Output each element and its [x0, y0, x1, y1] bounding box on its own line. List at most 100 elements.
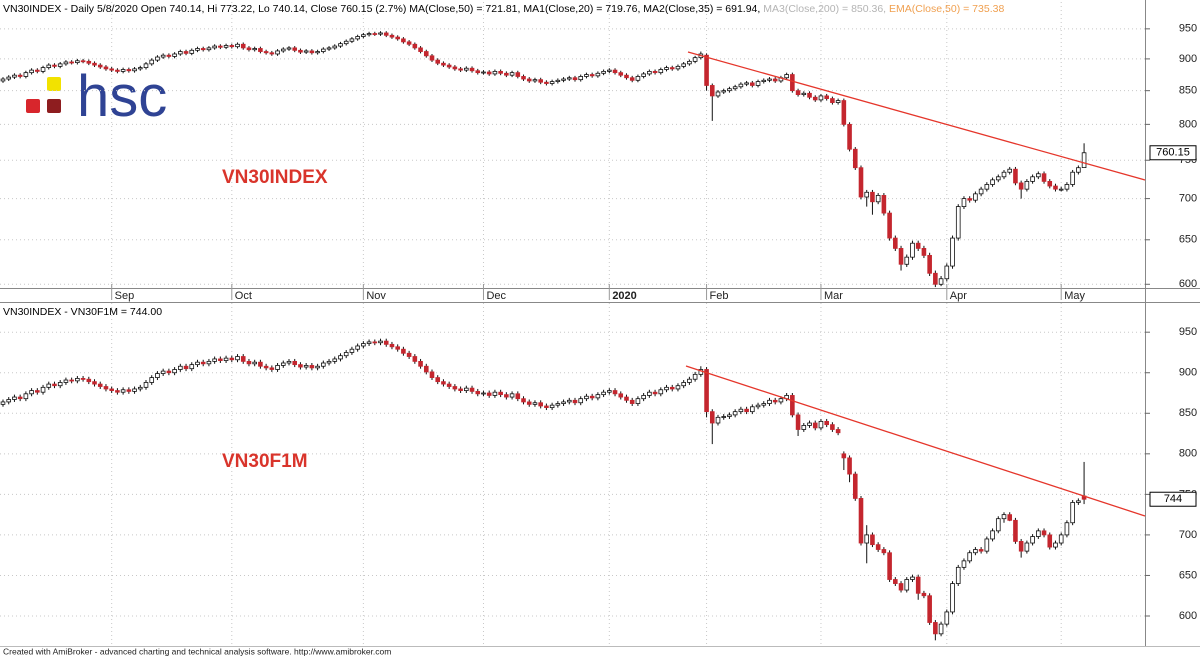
candle-body	[1070, 502, 1075, 524]
candle-body	[555, 79, 561, 82]
candle-body	[258, 48, 263, 52]
candle-body	[435, 377, 441, 383]
candle-body	[23, 393, 29, 400]
candle-body	[0, 78, 6, 82]
candle-body	[252, 48, 257, 51]
candle-body	[578, 398, 584, 404]
candle-body	[1001, 514, 1007, 520]
candle-body	[692, 57, 698, 62]
candle-body	[406, 352, 412, 357]
candle-body	[263, 51, 269, 54]
candle-body	[795, 90, 801, 96]
candle-body	[23, 72, 29, 77]
candle-body	[778, 398, 784, 403]
candle-body	[898, 583, 904, 591]
candle-body	[92, 381, 97, 385]
candle-body	[566, 77, 572, 80]
candle-body	[343, 40, 349, 45]
candle-body	[961, 198, 967, 207]
candle-body	[801, 425, 807, 430]
y-tick-label: 850	[1179, 407, 1197, 419]
y-tick-label: 650	[1179, 234, 1197, 246]
candle-body	[160, 54, 166, 58]
candle-body	[618, 72, 624, 76]
candle-body	[389, 343, 395, 348]
candle-body	[967, 198, 972, 201]
candle-body	[641, 395, 646, 400]
candle-body	[155, 56, 160, 61]
candle-body	[126, 389, 132, 392]
candle-body	[715, 416, 721, 424]
candle-body	[332, 358, 338, 362]
candle-body	[423, 365, 429, 373]
candle-body	[280, 48, 286, 52]
candle-body	[429, 55, 435, 61]
candle-body	[143, 63, 149, 69]
candle-body	[17, 396, 23, 400]
candle-body	[246, 47, 252, 51]
candle-body	[418, 47, 423, 52]
candle-body	[1047, 180, 1053, 187]
candle-body	[240, 43, 246, 49]
candle-body	[915, 242, 921, 249]
candle-body	[103, 386, 109, 390]
trendline	[685, 365, 1146, 517]
candle-body	[292, 360, 298, 366]
candle-body	[486, 392, 492, 396]
candle-body	[115, 69, 120, 72]
x-tick-label: Mar	[824, 290, 843, 302]
candle-body	[870, 191, 875, 203]
candle-body	[772, 78, 778, 82]
candle-body	[200, 361, 206, 365]
candle-body	[298, 364, 303, 368]
candle-body	[515, 393, 521, 400]
candle-body	[944, 265, 950, 280]
candle-body	[498, 70, 503, 74]
candle-body	[189, 49, 195, 54]
y-tick-label: 700	[1179, 529, 1197, 541]
candle-body	[218, 45, 223, 48]
candle-body	[309, 365, 315, 369]
candle-body	[1007, 168, 1013, 173]
candle-body	[326, 360, 332, 364]
candle-body	[852, 148, 858, 169]
candle-body	[52, 383, 57, 387]
candle-body	[812, 96, 818, 101]
candle-body	[275, 50, 280, 55]
candle-body	[750, 82, 755, 86]
candle-body	[858, 167, 864, 198]
candle-body	[92, 62, 97, 66]
candle-body	[950, 237, 955, 267]
candle-body	[624, 74, 629, 79]
candle-body	[772, 399, 778, 403]
candle-body	[607, 390, 612, 393]
candle-body	[755, 81, 761, 86]
candle-body	[452, 386, 458, 390]
candle-body	[137, 386, 143, 390]
candle-body	[658, 69, 664, 74]
candle-body	[915, 576, 921, 594]
candle-body	[715, 91, 721, 97]
candle-body	[372, 33, 378, 35]
title-part: VN30INDEX - Daily 5/8/2020 Open 740.14, …	[3, 3, 763, 15]
candle-body	[635, 398, 641, 404]
candle-body	[561, 78, 566, 81]
x-tick-label: Nov	[366, 290, 386, 302]
candle-body	[584, 395, 589, 400]
candle-body	[355, 345, 360, 350]
candle-body	[589, 395, 595, 399]
x-tick-label: 2020	[612, 290, 636, 302]
candle-body	[189, 364, 195, 370]
candle-body	[315, 365, 320, 369]
candle-body	[921, 248, 927, 256]
candle-body	[446, 64, 452, 68]
candle-body	[120, 69, 126, 72]
candle-body	[1058, 188, 1064, 191]
candle-body	[240, 356, 246, 362]
candle-body	[1041, 173, 1047, 182]
candle-body	[6, 76, 12, 80]
candle-body	[97, 64, 103, 68]
candle-body	[910, 576, 915, 580]
candle-body	[1036, 530, 1041, 537]
candle-body	[321, 362, 326, 367]
